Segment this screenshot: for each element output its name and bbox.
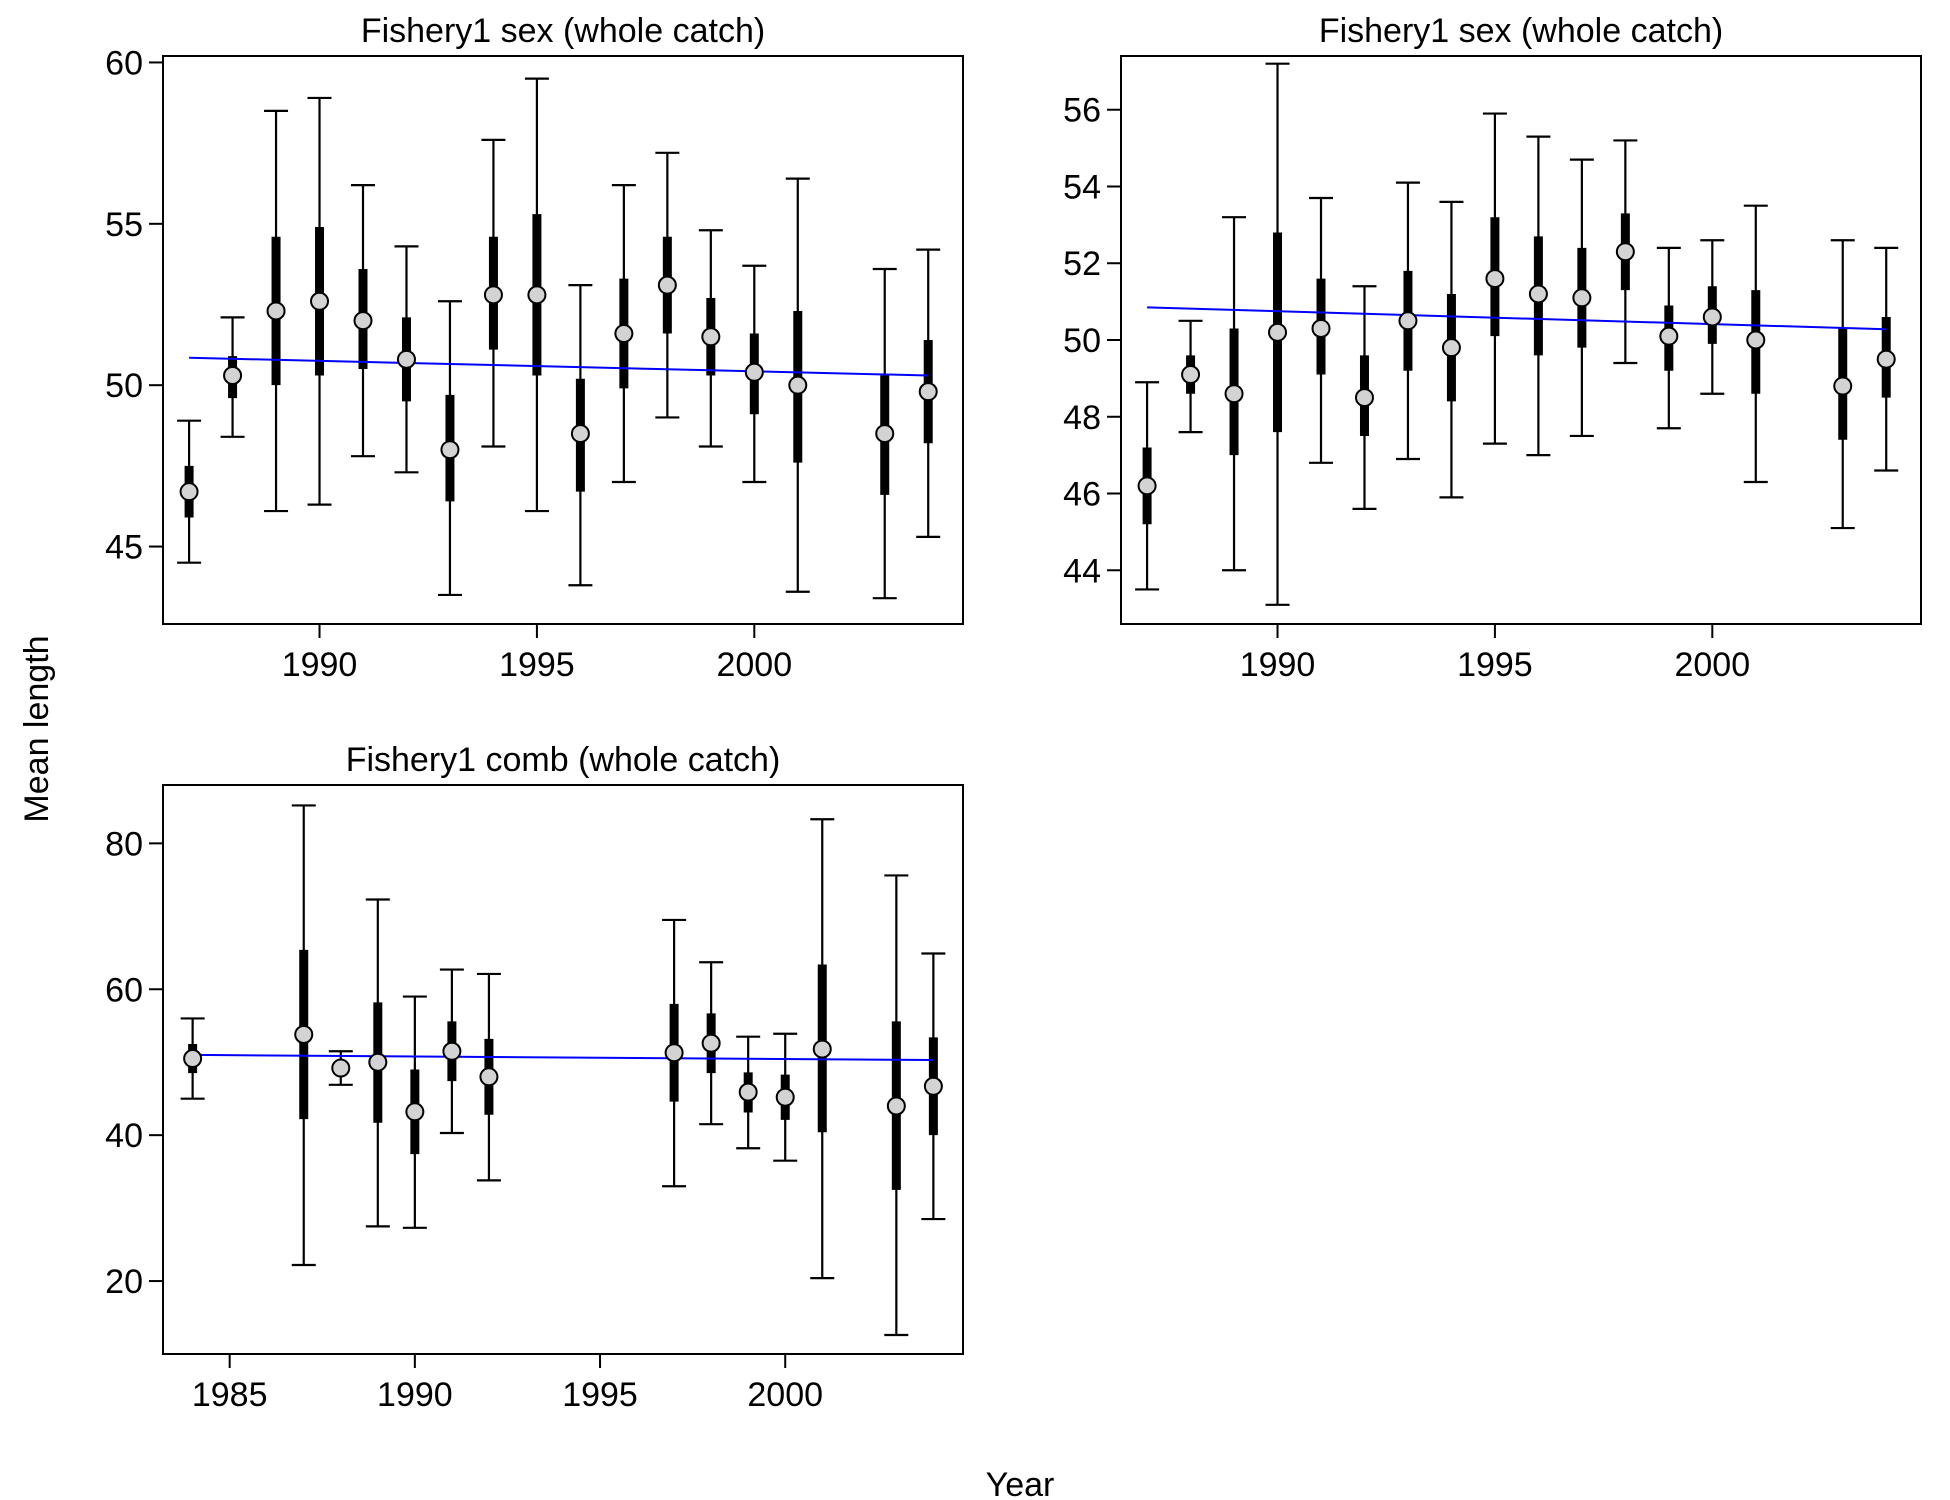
- data-point: [775, 1087, 795, 1107]
- data-point: [442, 1041, 462, 1061]
- data-point: [1876, 349, 1896, 369]
- y-tick-label: 50: [105, 367, 143, 405]
- x-axis-label: Year: [986, 1466, 1055, 1500]
- y-tick-label: 45: [105, 529, 143, 567]
- panel-top-right: Fishery1 sex (whole catch) 44 46 48 50 52 54 5…: [1063, 12, 1922, 684]
- data-point: [1485, 269, 1505, 289]
- plot-frame: [162, 784, 964, 1355]
- y-tick-label: 60: [105, 971, 143, 1009]
- y-tick-label: 54: [1063, 168, 1101, 206]
- x-tick-label: 1990: [377, 1376, 453, 1414]
- x-tick-label: 2000: [716, 646, 792, 684]
- x-tick-label: 1995: [562, 1376, 638, 1414]
- plot-frame: [162, 55, 964, 625]
- panel-bottom-left: Fishery1 comb (whole catch) 20 40 60 80 1985…: [105, 741, 964, 1414]
- data-point: [1398, 311, 1418, 331]
- y-tick-label: 50: [1063, 322, 1101, 360]
- data-point: [788, 375, 808, 395]
- data-point: [405, 1102, 425, 1122]
- data-point: [483, 285, 503, 305]
- panel-title-top-left: Fishery1 sex (whole catch): [361, 12, 765, 50]
- data-point: [886, 1096, 906, 1116]
- y-axis-label: Mean length: [18, 635, 56, 822]
- data-point: [1746, 330, 1766, 350]
- data-point: [744, 362, 764, 382]
- data-point: [1137, 476, 1157, 496]
- data-point: [368, 1052, 388, 1072]
- data-point: [396, 349, 416, 369]
- y-tick-label: 56: [1063, 92, 1101, 130]
- trend-line: [189, 356, 929, 377]
- data-point: [223, 366, 243, 385]
- data-point: [331, 1058, 351, 1078]
- data-point: [1224, 384, 1244, 404]
- data-point: [1268, 322, 1288, 342]
- data-point: [614, 324, 634, 344]
- y-tick-label: 44: [1063, 552, 1101, 590]
- data-point: [266, 301, 286, 321]
- data-point: [294, 1024, 314, 1044]
- panel-title-bottom-left: Fishery1 comb (whole catch): [346, 741, 781, 779]
- data-point: [1833, 376, 1853, 396]
- x-tick-label: 1995: [499, 646, 575, 684]
- data-point: [527, 285, 547, 305]
- data-point: [1572, 288, 1592, 308]
- data-point: [179, 482, 199, 502]
- x-tick-label: 2000: [1674, 646, 1750, 684]
- data-point: [657, 275, 677, 295]
- data-point: [701, 1033, 721, 1053]
- x-tick-label: 1990: [1240, 646, 1316, 684]
- y-tick-label: 60: [105, 44, 143, 82]
- data-point: [1441, 338, 1461, 358]
- y-tick-label: 48: [1063, 399, 1101, 437]
- data-point: [875, 424, 895, 444]
- x-tick-label: 2000: [747, 1376, 823, 1414]
- x-tick-label: 1995: [1457, 646, 1533, 684]
- data-point: [310, 291, 330, 311]
- y-tick-label: 46: [1063, 476, 1101, 514]
- panel-title-top-right: Fishery1 sex (whole catch): [1319, 12, 1723, 50]
- x-tick-label: 1985: [192, 1376, 268, 1414]
- data-point: [1659, 326, 1679, 346]
- data-point: [1181, 365, 1201, 385]
- data-point: [812, 1039, 832, 1059]
- data-point: [738, 1082, 758, 1102]
- data-point: [479, 1067, 499, 1087]
- y-tick-label: 80: [105, 825, 143, 863]
- y-tick-label: 52: [1063, 245, 1101, 283]
- data-point: [440, 440, 460, 460]
- data-point: [1354, 388, 1374, 408]
- data-point: [1702, 307, 1722, 327]
- y-tick-label: 20: [105, 1263, 143, 1301]
- data-point: [570, 424, 590, 444]
- data-point: [701, 327, 721, 347]
- data-point: [923, 1076, 943, 1096]
- trend-line: [192, 1053, 934, 1062]
- data-point: [918, 382, 938, 402]
- x-tick-label: 1990: [282, 646, 358, 684]
- y-tick-label: 55: [105, 206, 143, 244]
- panel-top-left: Fishery1 sex (whole catch) 45 50 55 60 1990 1…: [105, 12, 964, 684]
- data-point: [1528, 284, 1548, 304]
- data-point: [1615, 242, 1635, 262]
- data-point: [183, 1049, 203, 1069]
- trend-line: [1147, 306, 1887, 331]
- data-point: [353, 311, 373, 331]
- y-tick-label: 40: [105, 1117, 143, 1155]
- data-point: [664, 1043, 684, 1063]
- data-point: [1311, 318, 1331, 338]
